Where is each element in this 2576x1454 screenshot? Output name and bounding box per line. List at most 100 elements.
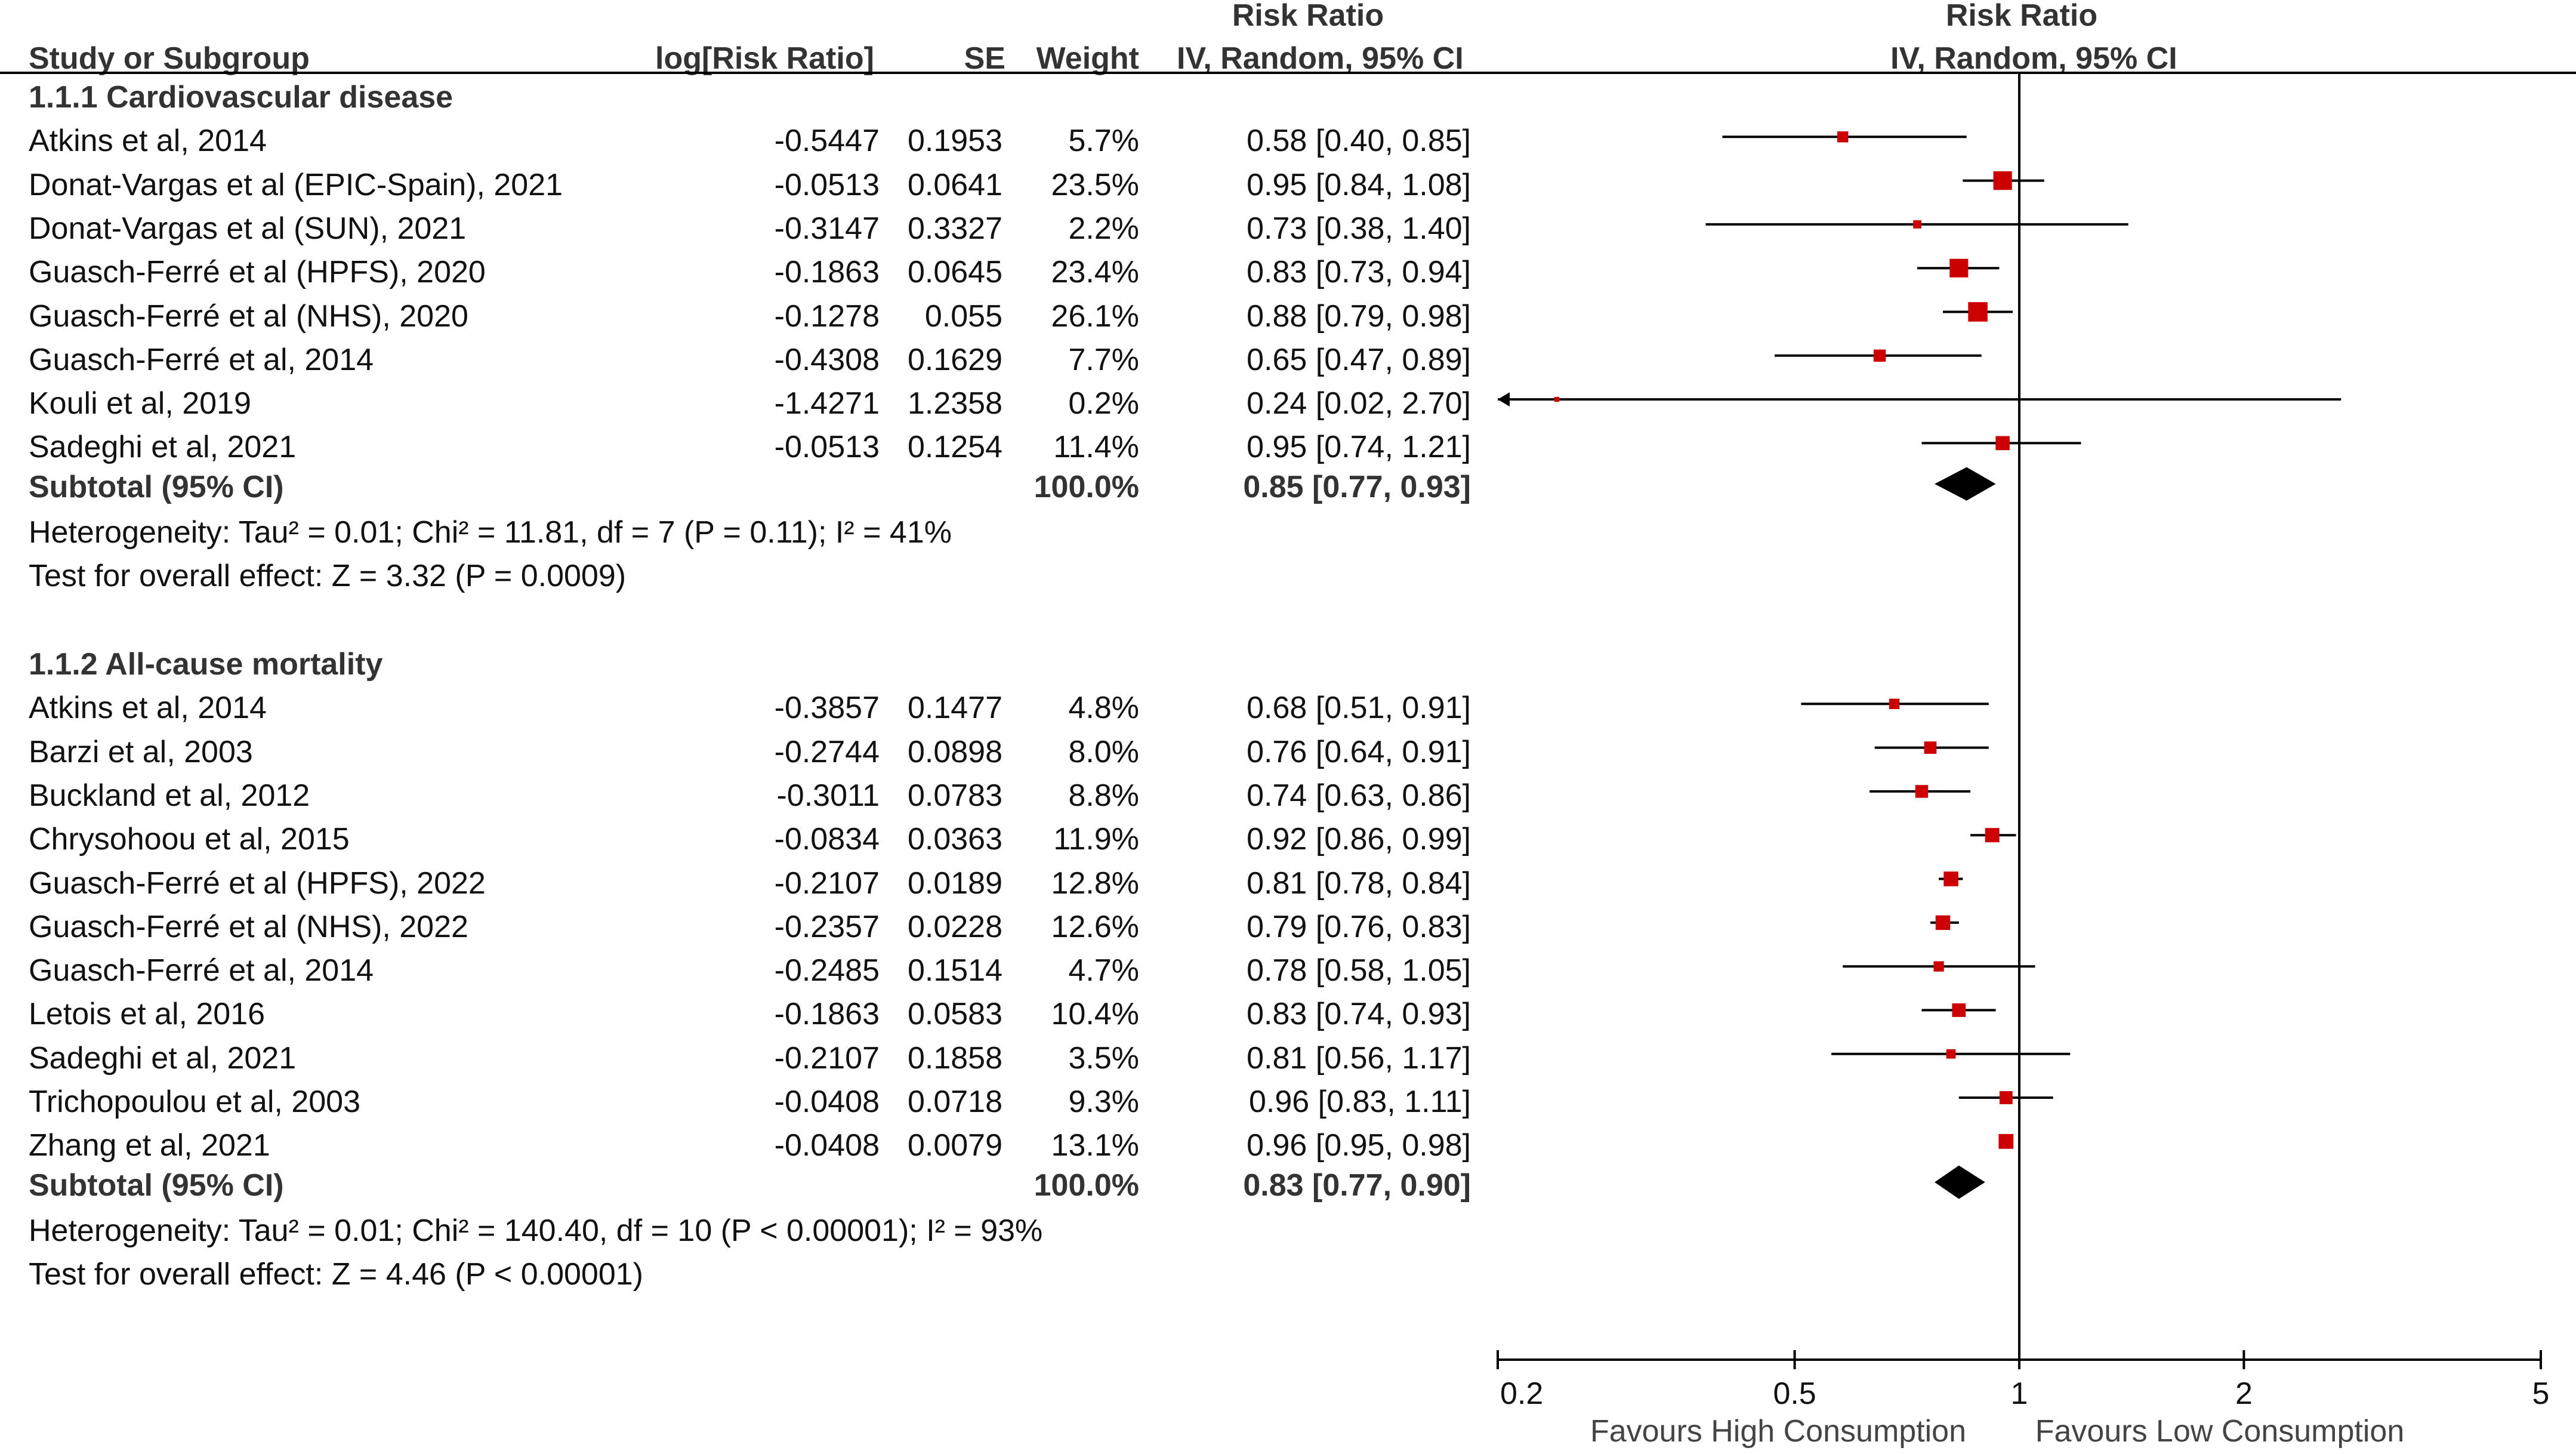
study-weight: 7.7% — [1068, 342, 1139, 377]
header-log-risk-ratio: log[Risk Ratio] — [655, 41, 874, 76]
study-log-risk-ratio: -0.1863 — [774, 997, 880, 1032]
study-log-risk-ratio: -0.2107 — [774, 865, 880, 901]
study-weight: 12.8% — [1051, 865, 1139, 901]
study-ci: 0.95 [0.74, 1.21] — [1247, 430, 1471, 465]
study-se: 0.0783 — [907, 778, 1002, 813]
study-name: Sadeghi et al, 2021 — [29, 430, 297, 465]
study-name: Buckland et al, 2012 — [29, 778, 310, 813]
study-name: Donat-Vargas et al (SUN), 2021 — [29, 211, 467, 246]
study-weight: 23.5% — [1051, 167, 1139, 202]
study-weight: 8.8% — [1068, 778, 1139, 813]
study-se: 0.0189 — [907, 865, 1002, 901]
study-log-risk-ratio: -0.2107 — [774, 1040, 880, 1076]
header-risk-ratio-method: IV, Random, 95% CI — [1177, 41, 1464, 76]
study-name: Trichopoulou et al, 2003 — [29, 1085, 361, 1119]
study-point — [1913, 220, 1921, 229]
study-ci: 0.76 [0.64, 0.91] — [1247, 734, 1471, 769]
study-se: 0.1629 — [907, 342, 1002, 377]
subgroup-title: 1.1.2 All-cause mortality — [29, 647, 383, 682]
study-name: Donat-Vargas et al (EPIC-Spain), 2021 — [29, 167, 563, 202]
study-log-risk-ratio: -0.2744 — [774, 734, 880, 769]
study-point — [1985, 828, 2000, 843]
study-point — [1998, 1133, 2014, 1149]
study-se: 0.0079 — [907, 1128, 1002, 1163]
subtotal-ci: 0.85 [0.77, 0.93] — [1243, 469, 1471, 504]
study-ci: 0.73 [0.38, 1.40] — [1247, 211, 1471, 246]
subtotal-diamond — [1935, 1165, 1985, 1199]
x-tick-label: 2 — [2235, 1376, 2253, 1411]
study-name: Guasch-Ferré et al (NHS), 2022 — [29, 909, 468, 944]
x-tick-label: 5 — [2532, 1376, 2550, 1411]
study-se: 0.0583 — [907, 997, 1002, 1032]
study-point — [1924, 741, 1937, 754]
study-name: Zhang et al, 2021 — [29, 1128, 270, 1163]
study-log-risk-ratio: -0.3857 — [774, 691, 880, 726]
overall-effect-text: Test for overall effect: Z = 3.32 (P = 0… — [29, 559, 627, 594]
study-weight: 2.2% — [1068, 211, 1139, 246]
x-tick-label: 0.5 — [1773, 1376, 1816, 1411]
study-ci: 0.78 [0.58, 1.05] — [1247, 953, 1471, 988]
study-weight: 11.9% — [1053, 822, 1139, 857]
study-weight: 11.4% — [1053, 430, 1139, 465]
study-log-risk-ratio: -0.5447 — [774, 124, 880, 159]
study-weight: 23.4% — [1051, 255, 1139, 290]
study-weight: 0.2% — [1068, 386, 1139, 421]
study-name: Guasch-Ferré et al (HPFS), 2020 — [29, 255, 486, 290]
study-log-risk-ratio: -0.3147 — [774, 211, 880, 246]
study-ci: 0.24 [0.02, 2.70] — [1247, 386, 1471, 421]
study-point — [1933, 961, 1944, 972]
subtotal-ci: 0.83 [0.77, 0.90] — [1243, 1167, 1471, 1203]
study-se: 0.0641 — [907, 167, 1002, 202]
study-weight: 13.1% — [1051, 1128, 1139, 1163]
study-log-risk-ratio: -0.0408 — [774, 1128, 880, 1163]
study-point — [1949, 258, 1969, 278]
study-ci: 0.88 [0.79, 0.98] — [1247, 298, 1471, 334]
study-ci: 0.58 [0.40, 0.85] — [1247, 124, 1471, 159]
study-name: Barzi et al, 2003 — [29, 734, 253, 769]
study-point — [1968, 302, 1988, 322]
header-plot-method: IV, Random, 95% CI — [1890, 41, 2177, 76]
study-log-risk-ratio: -0.3011 — [776, 778, 880, 813]
study-point — [1935, 915, 1951, 931]
study-point — [1837, 131, 1849, 143]
study-log-risk-ratio: -0.0513 — [774, 167, 880, 202]
study-se: 0.0645 — [907, 255, 1002, 290]
overall-effect-text: Test for overall effect: Z = 4.46 (P < 0… — [29, 1257, 643, 1292]
study-weight: 9.3% — [1068, 1085, 1139, 1119]
study-se: 0.3327 — [907, 211, 1002, 246]
study-point — [1995, 436, 2010, 451]
study-se: 0.055 — [924, 298, 1002, 334]
study-ci: 0.83 [0.74, 0.93] — [1247, 997, 1471, 1032]
favours-right-label: Favours Low Consumption — [2035, 1414, 2405, 1449]
heterogeneity-text: Heterogeneity: Tau² = 0.01; Chi² = 140.4… — [29, 1213, 1043, 1248]
x-tick-label: 0.2 — [1500, 1376, 1543, 1411]
subtotal-weight: 100.0% — [1034, 1167, 1139, 1203]
study-ci: 0.68 [0.51, 0.91] — [1247, 691, 1471, 726]
study-se: 0.0898 — [907, 734, 1002, 769]
favours-left-label: Favours High Consumption — [1590, 1414, 1967, 1449]
study-log-risk-ratio: -0.0408 — [774, 1085, 880, 1119]
study-ci: 0.83 [0.73, 0.94] — [1247, 255, 1471, 290]
study-name: Guasch-Ferré et al, 2014 — [29, 953, 374, 988]
study-ci: 0.81 [0.78, 0.84] — [1247, 865, 1471, 901]
study-se: 0.0228 — [907, 909, 1002, 944]
study-point — [1889, 698, 1900, 709]
study-se: 0.1514 — [907, 953, 1002, 988]
header-plot-risk-ratio: Risk Ratio — [1945, 0, 2098, 33]
study-log-risk-ratio: -0.4308 — [774, 342, 880, 377]
study-point — [1873, 349, 1886, 362]
study-log-risk-ratio: -0.1863 — [774, 255, 880, 290]
study-log-risk-ratio: -0.1278 — [774, 298, 880, 334]
header-se: SE — [964, 41, 1005, 76]
study-se: 0.1858 — [907, 1040, 1002, 1076]
study-se: 0.1953 — [907, 124, 1002, 159]
study-point — [1993, 171, 2012, 190]
study-name: Chrysohoou et al, 2015 — [29, 822, 350, 857]
subtotal-label: Subtotal (95% CI) — [29, 469, 284, 504]
study-se: 0.1254 — [907, 430, 1002, 465]
study-ci: 0.96 [0.95, 0.98] — [1247, 1128, 1471, 1163]
header-weight: Weight — [1036, 41, 1139, 76]
study-se: 1.2358 — [907, 386, 1002, 421]
study-ci: 0.65 [0.47, 0.89] — [1247, 342, 1471, 377]
